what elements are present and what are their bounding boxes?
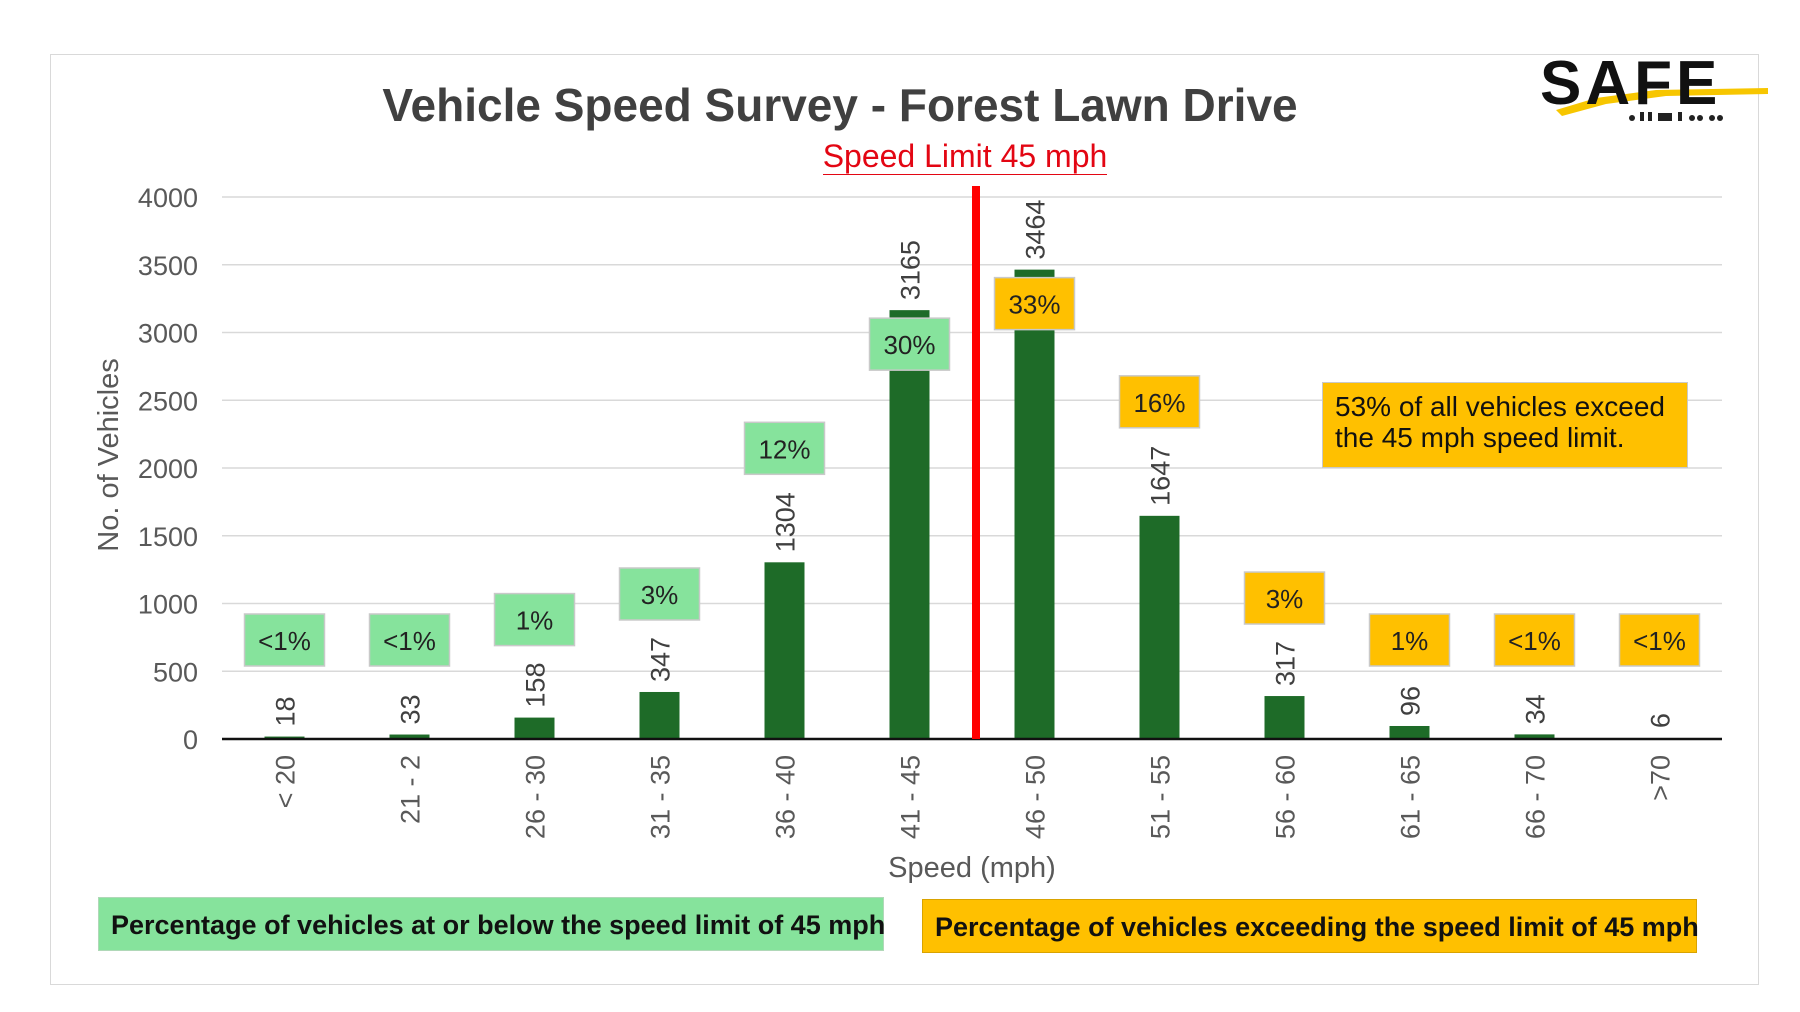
x-tick-label: 66 - 70 <box>1521 755 1551 839</box>
chart-title: Vehicle Speed Survey - Forest Lawn Drive <box>382 79 1298 131</box>
bar <box>1014 269 1055 739</box>
bar <box>764 562 805 739</box>
x-tick-label: 26 - 30 <box>521 755 551 839</box>
legend-above-limit: Percentage of vehicles exceeding the spe… <box>922 899 1699 953</box>
percent-box <box>1368 613 1451 667</box>
x-tick-label: 46 - 50 <box>1021 755 1051 839</box>
value-label: 1647 <box>1146 446 1176 506</box>
percent-label: 16% <box>1133 388 1185 418</box>
y-tick-label: 0 <box>183 725 198 755</box>
bar <box>639 691 680 739</box>
x-tick-label: 41 - 45 <box>896 755 926 839</box>
exceed-note-line-1: 53% of all vehicles exceed <box>1335 391 1665 422</box>
percent-box <box>1618 613 1701 667</box>
x-axis-ticks: < 20 21 - 2 26 - 30 31 - 35 36 - 40 41 - 45 46… <box>271 755 1676 839</box>
percent-box <box>243 613 326 667</box>
value-label: 96 <box>1396 686 1426 716</box>
y-tick-label: 2500 <box>138 386 198 416</box>
value-label: 6 <box>1646 713 1676 728</box>
percent-label: <1% <box>258 626 311 656</box>
percent-label: 12% <box>758 434 810 464</box>
x-tick-label: 31 - 35 <box>646 755 676 839</box>
value-labels: 18 33 158 347 1304 3165 3464 1647 317 96 34 6 <box>271 200 1676 729</box>
safe-logo-text: SAFE <box>1540 52 1721 118</box>
percent-label: 3% <box>641 580 679 610</box>
percent-labels: <1% <1% 1% 3% 12% 30% 33% 16% 3% 1% <1% <1% <box>243 276 1701 667</box>
value-label: 3165 <box>896 240 926 300</box>
x-axis-label: Speed (mph) <box>888 852 1056 884</box>
value-label: 347 <box>646 637 676 682</box>
exceed-note: 53% of all vehicles exceed the 45 mph sp… <box>1322 382 1688 468</box>
value-label: 34 <box>1521 694 1551 724</box>
bar <box>389 734 430 739</box>
bar <box>1139 515 1180 739</box>
x-tick-label: < 20 <box>271 755 301 808</box>
percent-box <box>618 567 701 621</box>
value-label: 317 <box>1271 641 1301 686</box>
x-tick-label: 56 - 60 <box>1271 755 1301 839</box>
value-label: 1304 <box>771 492 801 552</box>
percent-label: <1% <box>383 626 436 656</box>
speed-limit-text: Speed Limit 45 mph <box>822 138 1108 175</box>
bar <box>1264 696 1305 739</box>
y-tick-label: 500 <box>153 657 198 687</box>
percent-label: 3% <box>1266 584 1304 614</box>
value-label: 33 <box>396 694 426 724</box>
percent-box <box>993 276 1076 331</box>
bar <box>1389 725 1430 739</box>
percent-box <box>1118 375 1201 429</box>
legend-below-limit: Percentage of vehicles at or below the s… <box>98 897 885 951</box>
percent-box <box>868 317 951 371</box>
x-tick-label: 36 - 40 <box>771 755 801 839</box>
value-label: 3464 <box>1021 200 1051 260</box>
y-axis-label: No. of Vehicles <box>93 358 125 551</box>
percent-box <box>368 613 451 667</box>
percent-label: 1% <box>516 606 554 636</box>
percent-label: 30% <box>883 330 935 360</box>
x-tick-label: 21 - 2 <box>396 755 426 824</box>
value-label: 18 <box>271 697 301 727</box>
x-tick-label: 61 - 65 <box>1396 755 1426 839</box>
y-tick-label: 1000 <box>138 590 198 620</box>
percent-box <box>743 421 826 476</box>
y-tick-label: 4000 <box>138 183 198 213</box>
percent-label: 1% <box>1391 626 1429 656</box>
exceed-note-line-2: the 45 mph speed limit. <box>1335 422 1625 453</box>
y-axis-ticks: 0 500 1000 1500 2000 2500 3000 3500 4000 <box>138 183 198 755</box>
bar <box>1514 734 1555 739</box>
x-tick-label: 51 - 55 <box>1146 755 1176 839</box>
percent-box <box>1493 613 1576 667</box>
bar <box>889 310 930 739</box>
x-tick-label: >70 <box>1646 755 1676 801</box>
safe-logo-icons <box>1629 112 1723 121</box>
percent-box <box>1243 571 1326 625</box>
y-tick-label: 1500 <box>138 522 198 552</box>
percent-label: <1% <box>1633 626 1686 656</box>
y-tick-label: 2000 <box>138 454 198 484</box>
y-tick-label: 3000 <box>138 319 198 349</box>
bar <box>514 717 555 739</box>
bars <box>264 269 1680 740</box>
speed-limit-label: Speed Limit 45 mph <box>800 138 1130 175</box>
percent-box <box>493 592 576 647</box>
y-tick-label: 3500 <box>138 251 198 281</box>
safe-logo: SAFE <box>1540 52 1768 121</box>
percent-label: 33% <box>1008 290 1060 320</box>
value-label: 158 <box>521 663 551 708</box>
percent-label: <1% <box>1508 626 1561 656</box>
